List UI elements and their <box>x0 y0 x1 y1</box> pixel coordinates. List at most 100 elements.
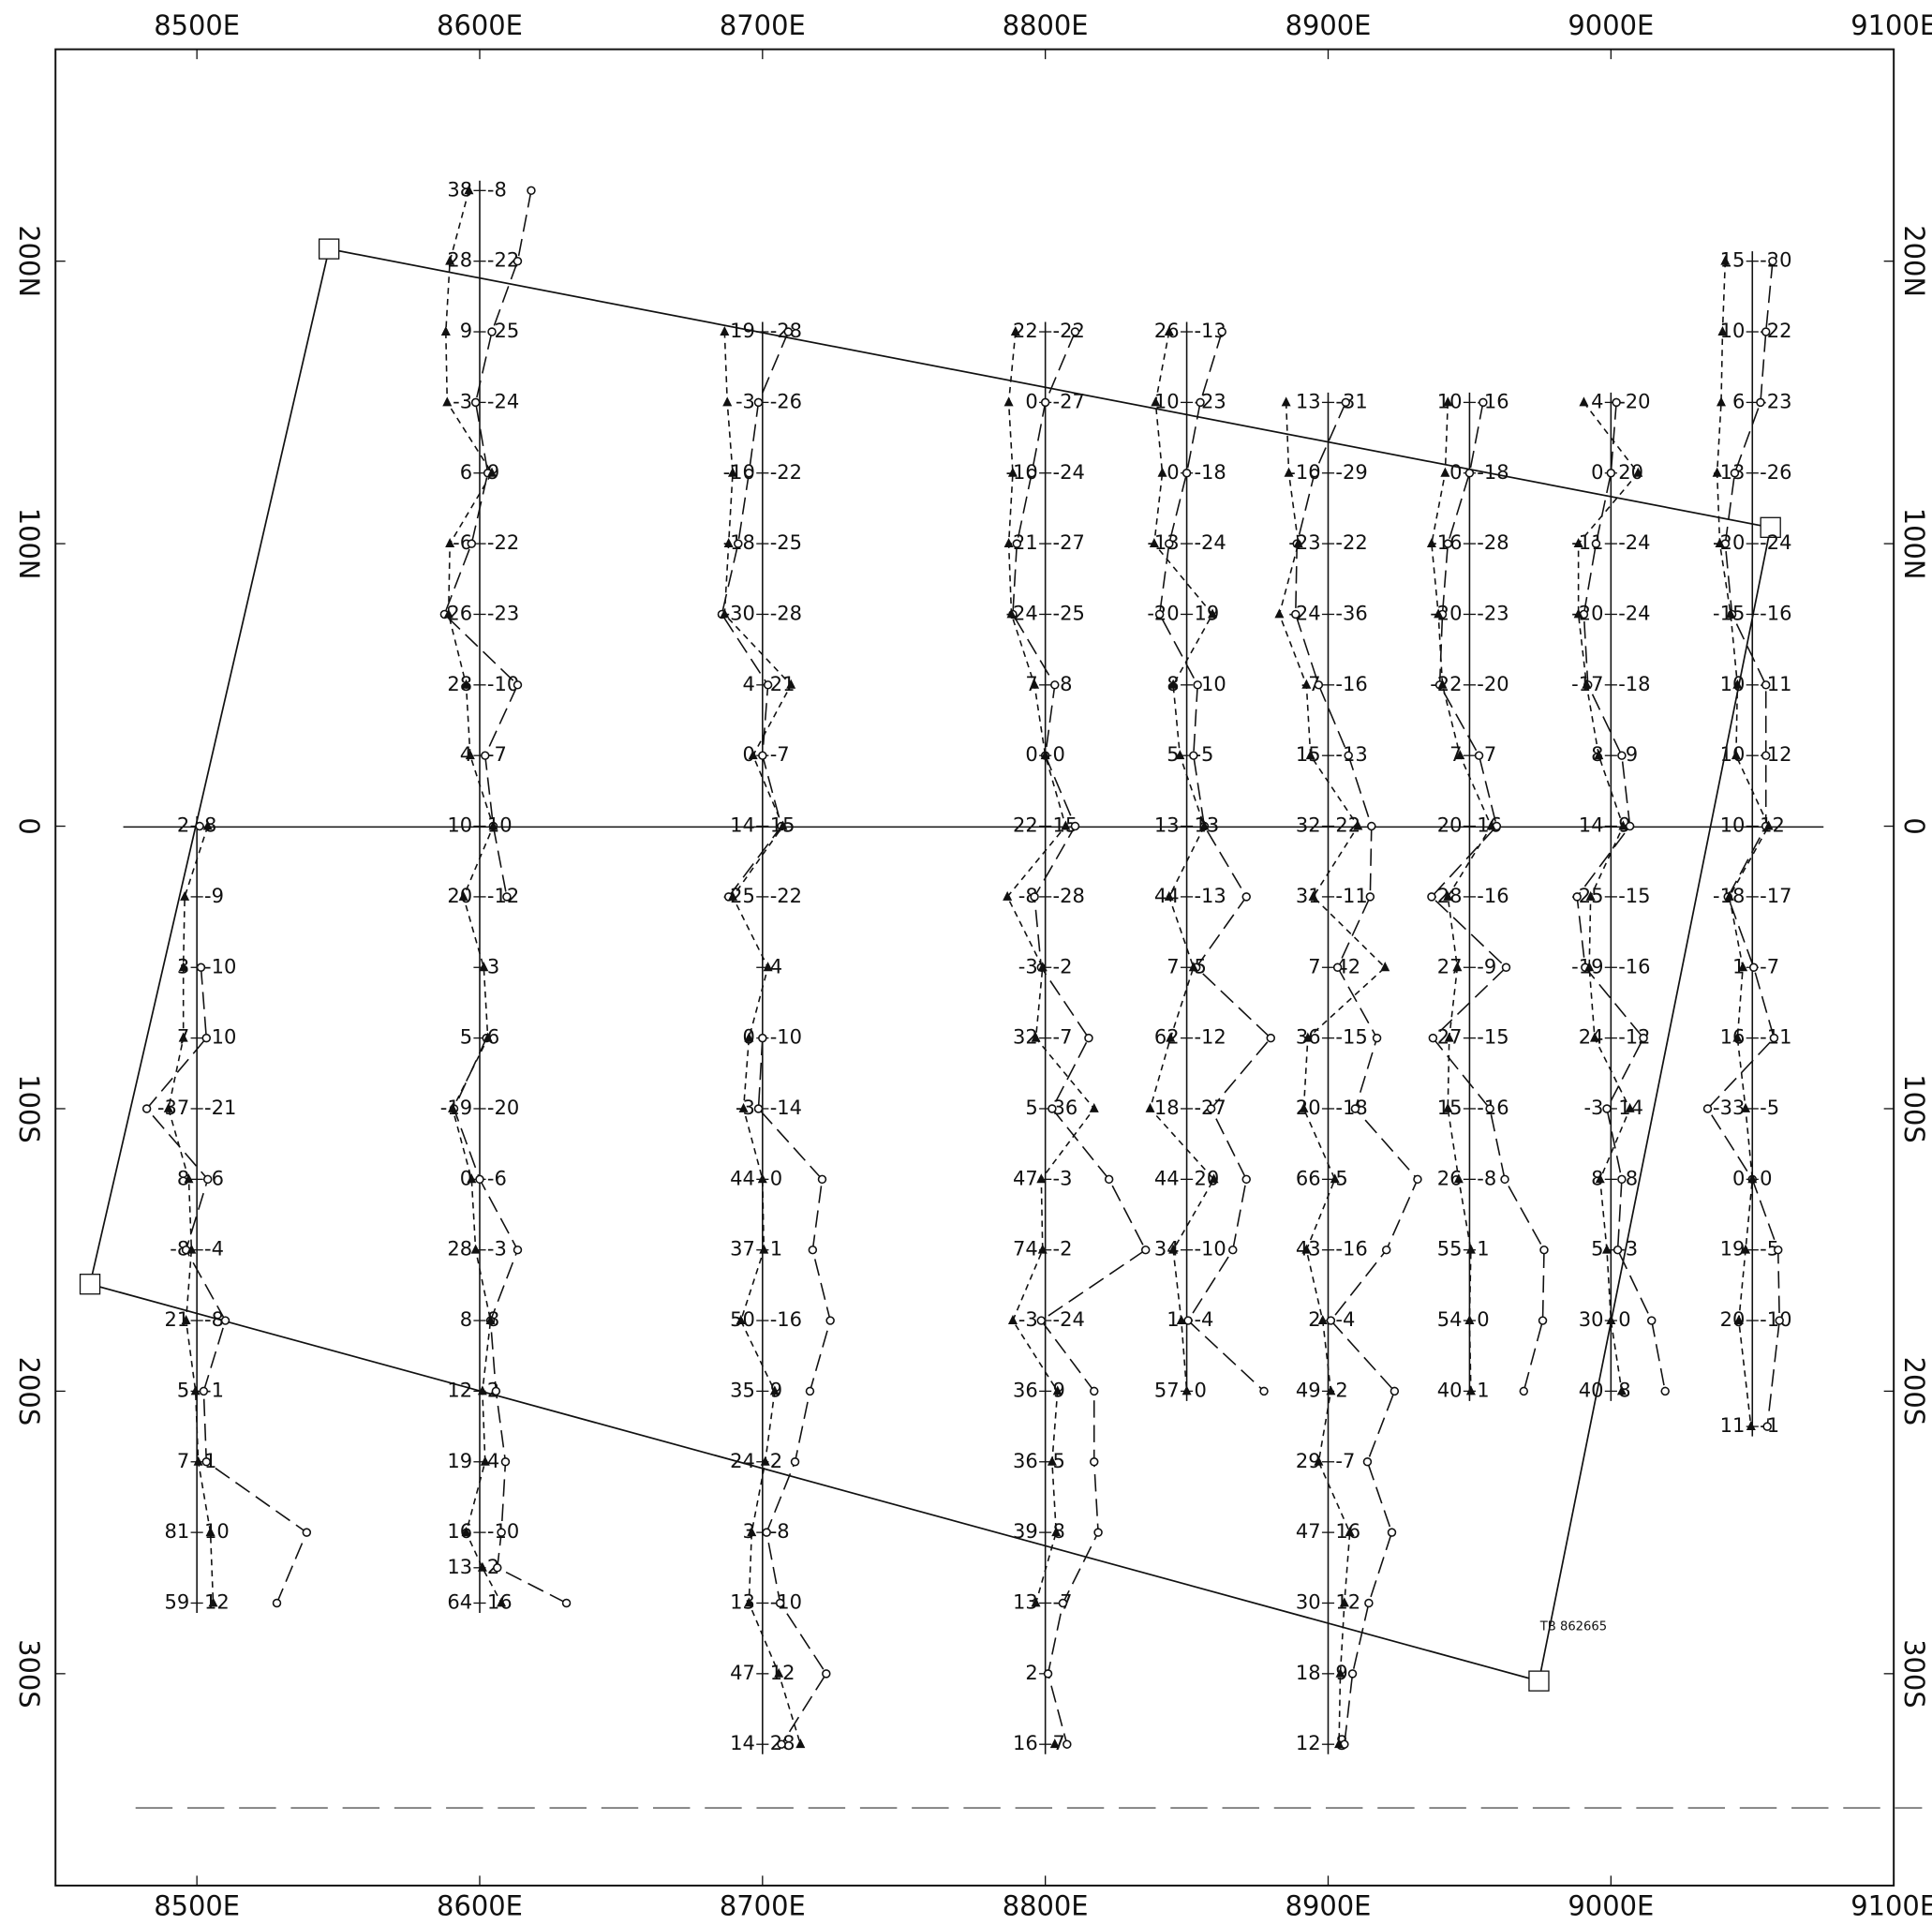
triangle-marker <box>205 1527 215 1537</box>
y-tick-label: 200N <box>13 225 45 297</box>
right-reading: -26 <box>770 389 802 412</box>
circle-marker <box>1768 256 1777 266</box>
corner-marker <box>1760 516 1781 538</box>
circle-marker <box>1474 751 1484 760</box>
triangle-marker <box>1716 396 1726 407</box>
right-reading: -22 <box>487 530 519 554</box>
left-reading: 6 <box>460 460 472 484</box>
triangle-marker <box>1345 1527 1355 1537</box>
circle-marker <box>470 397 481 408</box>
circle-marker <box>762 1528 771 1537</box>
circle-marker <box>1602 1104 1612 1113</box>
circle-marker <box>1647 1316 1657 1325</box>
right-reading: 6 <box>487 1025 499 1049</box>
left-reading: 0 <box>1449 460 1462 484</box>
left-reading: 57 <box>1154 1378 1180 1401</box>
x-tick-label: 8900E <box>1286 1890 1372 1922</box>
right-reading: 0 <box>1194 1378 1206 1401</box>
left-reading: 28 <box>447 1237 472 1261</box>
triangle-marker <box>488 820 498 830</box>
triangle-marker <box>1330 1173 1340 1184</box>
circle-marker <box>1519 1386 1529 1396</box>
right-reading: 1 <box>770 1237 782 1261</box>
right-reading: -5 <box>1760 1096 1779 1119</box>
triangle-marker <box>1003 890 1013 901</box>
y-tick-label: 300S <box>13 1639 45 1709</box>
left-reading: 0 <box>1025 742 1037 766</box>
x-tick-label: 8700E <box>720 9 806 41</box>
circle-marker <box>1761 327 1771 336</box>
left-reading: 20 <box>1296 1096 1321 1119</box>
left-reading: 24 <box>1579 1025 1604 1049</box>
right-reading: -8 <box>1053 672 1073 695</box>
right-reading: -9 <box>204 884 224 907</box>
left-reading: 19 <box>730 319 755 342</box>
triangle-marker <box>465 750 475 760</box>
triangle-marker <box>1007 467 1018 477</box>
triangle-marker <box>1573 608 1583 619</box>
right-reading: -7 <box>1335 1449 1355 1472</box>
left-reading: -3 <box>1018 954 1038 977</box>
corner-marker <box>318 238 340 260</box>
triangle-marker <box>727 467 738 477</box>
circle-marker <box>1364 1598 1374 1608</box>
left-reading: 31 <box>1296 884 1321 907</box>
circle-marker <box>1217 327 1226 336</box>
right-reading: -8 <box>1477 1166 1496 1189</box>
triangle-marker <box>1763 820 1774 830</box>
circle-marker <box>195 821 204 831</box>
circle-marker <box>1617 751 1627 760</box>
triangle-marker <box>1733 1314 1744 1324</box>
right-reading: -22 <box>1335 530 1367 554</box>
left-reading: 49 <box>1296 1378 1321 1401</box>
left-reading: -13 <box>1147 530 1179 554</box>
left-reading: 10 <box>1720 742 1746 766</box>
y-tick-label: 100N <box>1898 508 1930 580</box>
circle-marker <box>272 1598 282 1608</box>
left-reading: 64 <box>447 1589 472 1613</box>
triangle-marker <box>738 1102 749 1112</box>
right-reading: 3 <box>487 954 499 977</box>
circle-marker <box>1572 892 1582 902</box>
circle-marker <box>1748 962 1759 972</box>
triangle-marker <box>1151 396 1161 407</box>
triangle-marker <box>723 538 734 548</box>
triangle-marker <box>1149 538 1159 548</box>
circle-marker <box>1769 1033 1779 1043</box>
left-reading: 10 <box>1720 672 1746 695</box>
frame <box>54 48 1895 1887</box>
triangle-marker <box>1299 1102 1309 1112</box>
circle-marker <box>1104 1174 1114 1185</box>
right-reading: -22 <box>770 884 802 907</box>
left-reading: 81 <box>165 1519 190 1543</box>
triangle-marker <box>1302 1032 1313 1042</box>
left-reading: -37 <box>157 1096 189 1119</box>
circle-marker <box>1774 1245 1783 1255</box>
triangle-marker <box>1326 1385 1336 1395</box>
left-reading: -30 <box>723 601 755 624</box>
circle-marker <box>491 1386 501 1396</box>
right-reading: -13 <box>1194 884 1226 907</box>
triangle-marker <box>480 1455 490 1466</box>
right-profile <box>1278 402 1387 1745</box>
triangle-marker <box>744 1597 754 1607</box>
right-reading: -3 <box>1053 1166 1073 1189</box>
triangle-marker <box>181 1314 191 1324</box>
triangle-marker <box>744 1032 754 1042</box>
right-reading: 2 <box>1335 1378 1347 1401</box>
circle-marker <box>734 539 743 548</box>
left-reading: 0 <box>1025 389 1037 412</box>
right-reading: -10 <box>770 1589 802 1613</box>
triangle-marker <box>763 962 773 972</box>
right-reading: -14 <box>770 1096 802 1119</box>
left-reading: 8 <box>460 1307 472 1331</box>
triangle-marker <box>720 325 730 336</box>
left-reading: 2 <box>1308 1307 1320 1331</box>
left-reading: 16 <box>1720 1025 1746 1049</box>
triangle-marker <box>1188 962 1198 972</box>
circle-marker <box>1291 609 1300 619</box>
circle-marker <box>1612 1245 1623 1255</box>
right-profile <box>167 826 215 1604</box>
right-reading: -12 <box>1194 1025 1226 1049</box>
